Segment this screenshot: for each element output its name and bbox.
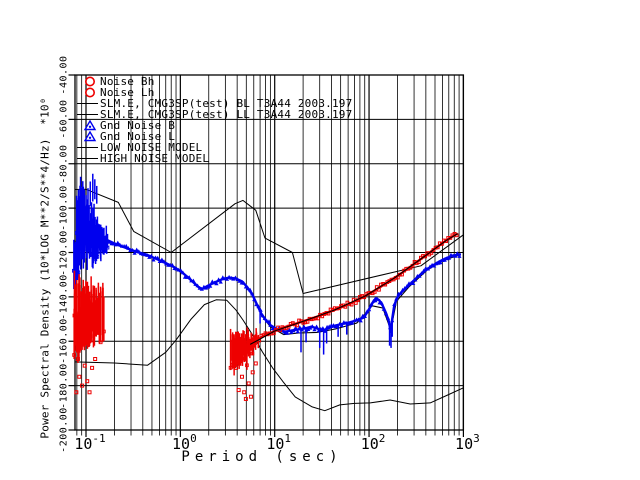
x-tick-label: 10-1 [74,432,106,453]
legend-item: HIGH NOISE MODEL [77,153,352,164]
data-series-noise-lh [232,232,459,358]
legend-item: SLM.E, CMG3SP(test) BL T3A44 2003.197 [77,98,352,109]
x-tick-label: 103 [455,432,480,453]
line-marker-icon [77,109,100,120]
line-marker-icon [77,98,100,109]
legend-label: Gnd Noise B [100,119,176,132]
x-tick-label: 102 [360,432,386,453]
y-tick-label: -160.00 [58,318,70,365]
y-tick-label: -100.00 [58,185,70,231]
y-tick-label: -200.00 [58,407,70,453]
legend-item: LOW NOISE MODEL [77,142,352,153]
blue-triangle-marker-icon [77,131,100,142]
legend-item: Noise Bh [77,76,352,87]
red-circle-marker-icon [77,87,100,98]
legend-label: SLM.E, CMG3SP(test) LL T3A44 2003.197 [100,108,353,121]
x-tick-label: 100 [172,432,197,453]
grid [68,74,465,437]
y-tick-label: -120.00 [58,229,70,276]
y-tick-label: -80.00 [58,144,70,184]
y-tick-label: -140.00 [58,274,70,320]
legend-label: LOW NOISE MODEL [100,141,203,154]
y-axis-label: Power Spectral Density (10*LOG M**2/S**4… [38,97,52,439]
noise-model-lines [74,188,464,412]
scatter-spikes [74,173,393,401]
blue-triangle-marker-icon [77,120,100,131]
x-tick-label: 101 [266,432,292,453]
x-axis-label: Period (sec) [181,449,343,465]
y-tick-label: -60.00 [58,99,70,139]
slm-fit-ll-line [249,233,458,345]
line-marker-icon [77,142,100,153]
y-tick-label: -180.00 [58,362,70,409]
legend-item: SLM.E, CMG3SP(test) LL T3A44 2003.197 [77,109,352,120]
legend-label: Gnd Noise L [100,130,176,143]
legend: Noise Bh Noise Lh SLM.E, CMG3SP(test) BL… [77,76,352,164]
legend-item: Gnd Noise L [77,131,352,142]
data-series-gnd-noise-b [75,215,272,326]
legend-label: Noise Lh [100,86,155,99]
line-marker-icon [77,153,100,164]
legend-item: Noise Lh [77,87,352,98]
legend-item: Gnd Noise B [77,120,352,131]
y-tick-label: -40.00 [58,55,70,95]
red-circle-marker-icon [77,76,100,87]
legend-label: SLM.E, CMG3SP(test) BL T3A44 2003.197 [100,97,353,110]
legend-label: HIGH NOISE MODEL [100,152,210,165]
legend-label: Noise Bh [100,75,155,88]
